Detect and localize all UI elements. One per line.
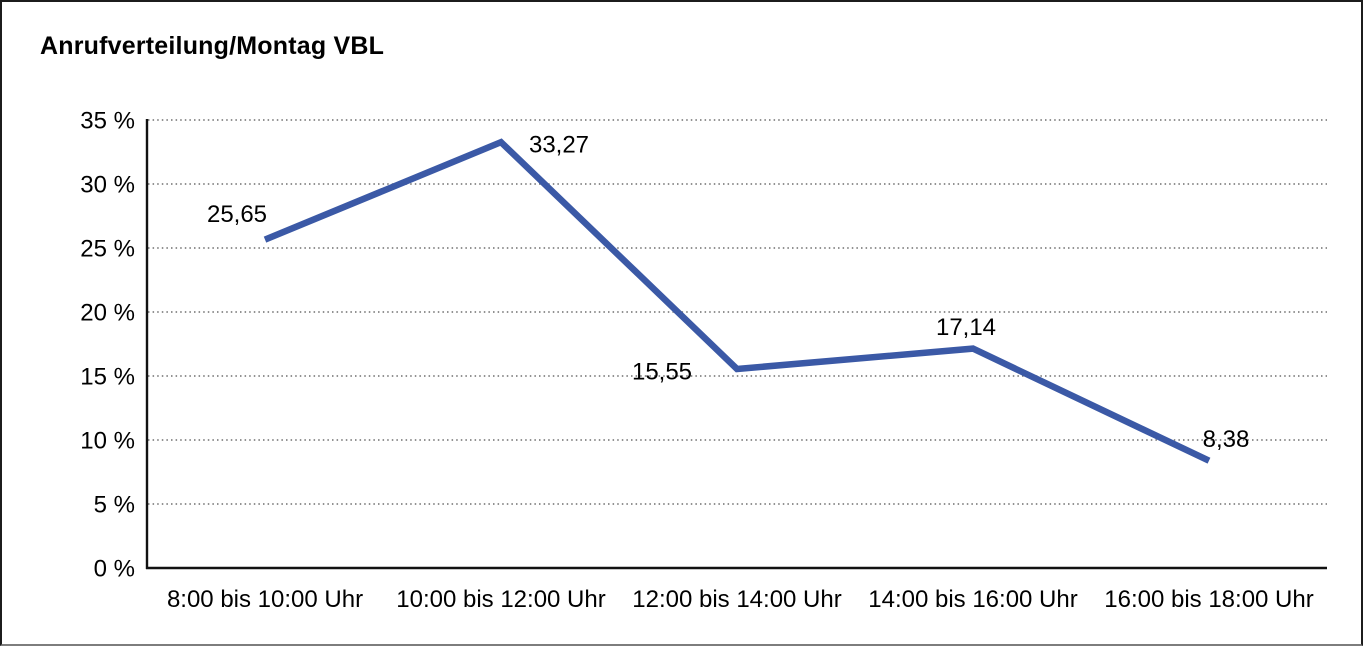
y-tick-label: 35 % bbox=[80, 108, 135, 135]
x-category-label: 12:00 bis 14:00 Uhr bbox=[632, 586, 841, 613]
y-tick-label: 0 % bbox=[94, 556, 135, 583]
data-point-label: 15,55 bbox=[632, 358, 692, 385]
data-point-label: 25,65 bbox=[207, 201, 267, 228]
chart-title: Anrufverteilung/Montag VBL bbox=[40, 32, 385, 60]
x-category-label: 10:00 bis 12:00 Uhr bbox=[396, 586, 605, 613]
data-point-label: 17,14 bbox=[936, 314, 996, 341]
data-point-label: 33,27 bbox=[529, 132, 589, 159]
x-category-label: 16:00 bis 18:00 Uhr bbox=[1104, 586, 1313, 613]
data-point-label: 8,38 bbox=[1203, 426, 1250, 453]
data-line bbox=[263, 138, 1211, 464]
y-tick-label: 20 % bbox=[80, 300, 135, 327]
y-tick-label: 5 % bbox=[94, 492, 135, 519]
x-category-label: 8:00 bis 10:00 Uhr bbox=[167, 586, 363, 613]
y-tick-label: 10 % bbox=[80, 428, 135, 455]
x-category-label: 14:00 bis 16:00 Uhr bbox=[868, 586, 1077, 613]
y-tick-label: 25 % bbox=[80, 236, 135, 263]
y-tick-label: 30 % bbox=[80, 172, 135, 199]
y-tick-label: 15 % bbox=[80, 364, 135, 391]
